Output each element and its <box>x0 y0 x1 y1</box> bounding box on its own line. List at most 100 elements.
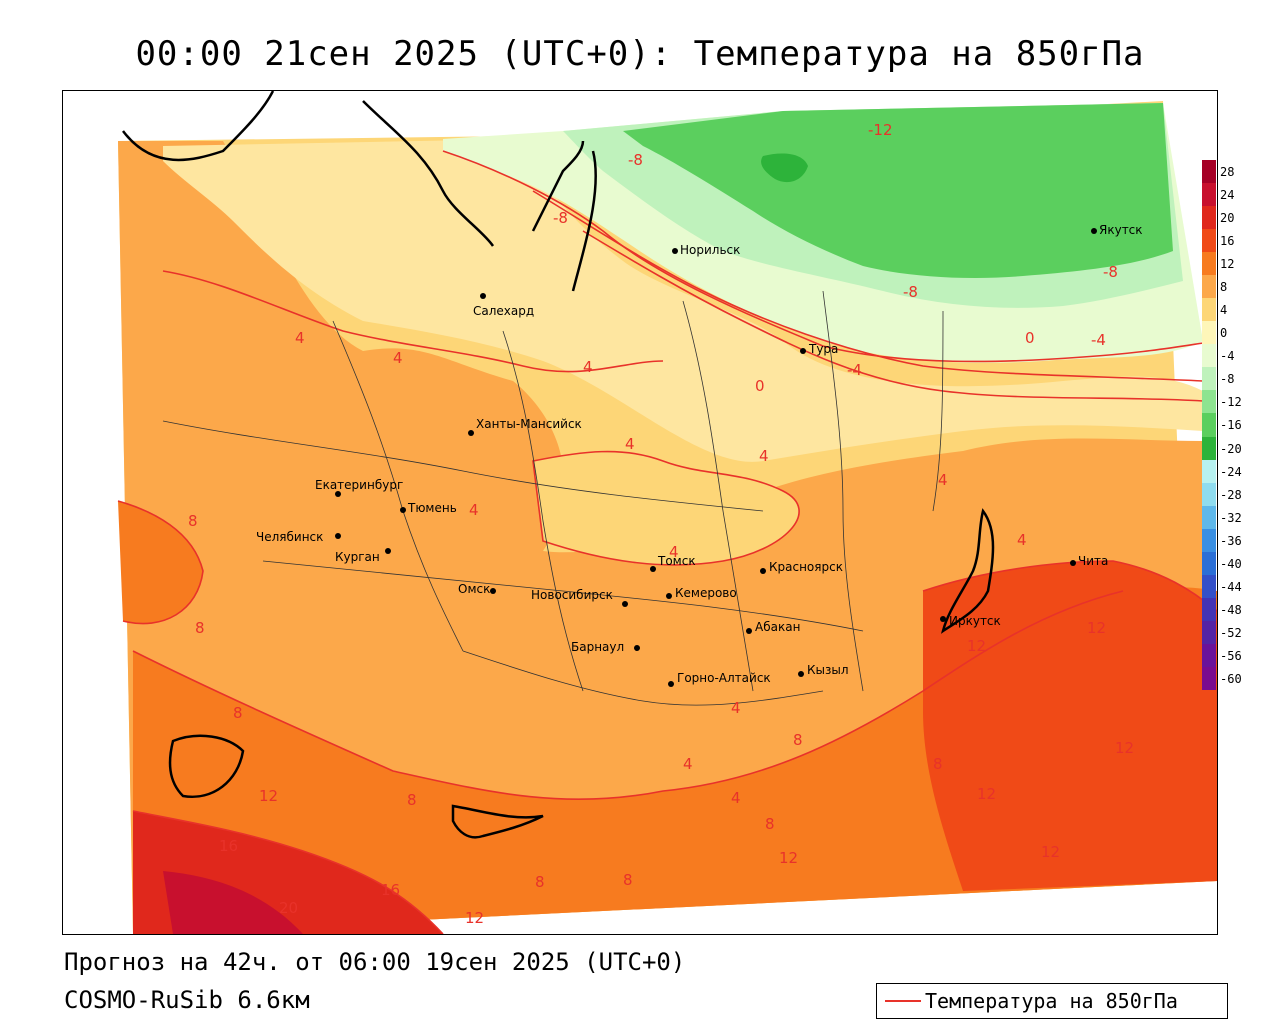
colorbar-tick-label: 28 <box>1220 165 1235 179</box>
legend-label: Температура на 850гПа <box>925 989 1178 1013</box>
city-label: Челябинск <box>256 530 323 544</box>
legend-line-swatch <box>885 1000 921 1002</box>
contour-label: 20 <box>279 899 298 917</box>
city-label: Екатеринбург <box>315 478 403 492</box>
colorbar-segment <box>1202 390 1216 414</box>
aral-sea <box>168 734 245 799</box>
temperature-colorbar <box>1202 160 1216 691</box>
city-label: Томск <box>657 554 696 568</box>
city-label: Салехард <box>473 304 534 318</box>
contour-label: -8 <box>628 151 643 169</box>
map-title: 00:00 21сен 2025 (UTC+0): Температура на… <box>135 34 1145 74</box>
temp-zone-12-east <box>923 561 1217 891</box>
colorbar-segment <box>1202 620 1216 645</box>
contour-label: 8 <box>623 871 633 889</box>
colorbar-segment <box>1202 298 1216 322</box>
contour-label: 4 <box>683 755 693 773</box>
coastline <box>122 91 597 292</box>
colorbar-tick-label: -44 <box>1220 579 1242 594</box>
contour-label: 8 <box>933 755 943 773</box>
colorbar-segment <box>1202 528 1216 553</box>
colorbar-tick-label: 16 <box>1220 234 1235 249</box>
colorbar-segment <box>1202 436 1216 461</box>
contour-label: 8 <box>233 704 243 722</box>
contour-label: 12 <box>259 787 278 805</box>
temp-zone-0-4-north <box>163 139 1203 462</box>
colorbar-segment <box>1202 206 1216 230</box>
contour-label: 12 <box>1087 619 1106 637</box>
colorbar-segment <box>1202 643 1216 668</box>
contour-label: 12 <box>1041 843 1060 861</box>
contour-label: 16 <box>381 881 400 899</box>
contour-lines <box>117 150 1217 934</box>
colorbar-tick-label: 4 <box>1220 303 1228 318</box>
city-label: Чита <box>1078 554 1108 568</box>
colorbar-segment <box>1202 275 1216 299</box>
contour-label: 12 <box>977 785 996 803</box>
forecast-info: Прогноз на 42ч. от 06:00 19сен 2025 (UTC… <box>64 948 686 976</box>
temp-zone-20 <box>163 871 303 934</box>
colorbar-tick-label: -28 <box>1220 487 1242 502</box>
contour-label: -8 <box>903 283 918 301</box>
colorbar-segment <box>1202 321 1216 345</box>
colorbar-tick-label: 8 <box>1220 280 1228 295</box>
temp-zone-minus8-minus12 <box>623 103 1173 278</box>
colorbar-tick-label: -8 <box>1220 372 1235 387</box>
contour-value-labels: -12 -8 -8 -8 -8 -4 -4 0 0 4 4 4 4 4 4 4 … <box>188 121 1134 927</box>
city-label: Новосибирск <box>531 588 613 602</box>
colorbar-tick-label: -48 <box>1220 602 1242 617</box>
temp-zone-0-4-central <box>533 451 800 565</box>
contour-label: 8 <box>535 873 545 891</box>
colorbar-tick-label: 24 <box>1220 188 1235 203</box>
colorbar-segment <box>1202 160 1216 184</box>
colorbar-segment <box>1202 551 1216 576</box>
contour-label: 4 <box>669 543 679 561</box>
contour-label: 8 <box>195 619 205 637</box>
colorbar-tick-label: 20 <box>1220 211 1235 226</box>
region-borders <box>162 290 944 706</box>
contour-label: 4 <box>295 329 305 347</box>
contour-label: 4 <box>583 358 593 376</box>
colorbar-segment <box>1202 344 1216 368</box>
contour-label: 4 <box>938 471 948 489</box>
city-label: Кызыл <box>807 663 849 677</box>
contour-label: 0 <box>755 377 765 395</box>
colorbar-tick-label: -4 <box>1220 349 1235 364</box>
colorbar-tick-label: -56 <box>1220 648 1242 663</box>
colorbar-segment <box>1202 252 1216 276</box>
colorbar-segment <box>1202 597 1216 622</box>
colorbar-segment <box>1202 574 1216 599</box>
contour-label: -8 <box>1103 263 1118 281</box>
city-label: Тура <box>808 342 838 356</box>
colorbar-segment <box>1202 229 1216 253</box>
contour-label: 4 <box>469 501 479 519</box>
city-label: Якутск <box>1099 223 1143 237</box>
contour-label: 12 <box>465 909 484 927</box>
city-label: Курган <box>335 550 380 564</box>
colorbar-tick-label: -32 <box>1220 510 1242 525</box>
contour-label: -4 <box>847 361 862 379</box>
lake-balkhash <box>451 804 544 839</box>
colorbar-tick-label: -36 <box>1220 533 1242 548</box>
city-label: Тюмень <box>407 501 457 515</box>
colorbar-tick-label: -12 <box>1220 395 1242 410</box>
city-label: Норильск <box>680 243 740 257</box>
contour-label: 8 <box>407 791 417 809</box>
contour-label: 8 <box>793 731 803 749</box>
colorbar-segment <box>1202 459 1216 484</box>
contour-label: 12 <box>779 849 798 867</box>
temp-zone-8-12 <box>133 587 1217 934</box>
colorbar-segment <box>1202 183 1216 207</box>
colorbar-tick-label: -40 <box>1220 556 1242 571</box>
contour-label: 4 <box>1017 531 1027 549</box>
city-label: Горно-Алтайск <box>677 671 771 685</box>
contour-label: 4 <box>625 435 635 453</box>
cold-spot <box>761 153 808 183</box>
colorbar-segment <box>1202 413 1216 437</box>
contour-label: 4 <box>731 789 741 807</box>
model-name: COSMO-RuSib 6.6км <box>64 986 310 1014</box>
temp-spot-8-west <box>118 501 203 624</box>
temperature-map: Салехард Норильск Якутск Тура Ханты-Манс… <box>62 90 1218 935</box>
contour-label: -4 <box>1091 331 1106 349</box>
city-label: Абакан <box>755 620 800 634</box>
